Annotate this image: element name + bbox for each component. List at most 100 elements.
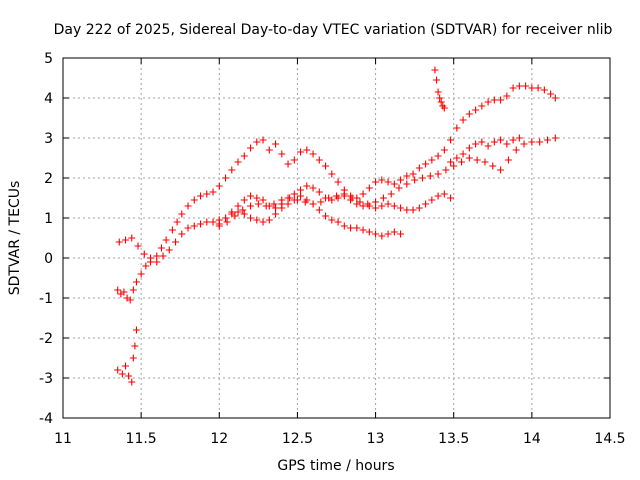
data-point (431, 66, 439, 74)
data-point (253, 194, 261, 202)
y-tick-label: 0 (44, 251, 53, 267)
data-point (489, 162, 497, 170)
data-point (543, 136, 551, 144)
data-point (387, 190, 395, 198)
data-point (262, 202, 270, 210)
data-point (397, 204, 405, 212)
data-points (114, 66, 559, 386)
data-point (172, 238, 180, 246)
data-point (234, 158, 242, 166)
data-point (409, 206, 417, 214)
data-point (134, 242, 142, 250)
y-tick-label: 2 (44, 171, 53, 187)
data-point (472, 106, 480, 114)
x-tick-label: 13 (367, 431, 385, 447)
data-point (303, 182, 311, 190)
data-point (153, 258, 161, 266)
data-point (173, 218, 181, 226)
data-point (234, 208, 242, 216)
data-point (259, 196, 267, 204)
data-point (447, 158, 455, 166)
data-point (411, 176, 419, 184)
data-point (253, 216, 261, 224)
data-point (384, 200, 392, 208)
data-point (129, 286, 137, 294)
data-point (440, 104, 448, 112)
data-point (453, 154, 461, 162)
data-point (372, 198, 380, 206)
x-tick-label: 13.5 (438, 431, 469, 447)
plot-frame (62, 57, 611, 419)
data-point (265, 216, 273, 224)
data-point (297, 148, 305, 156)
data-point (132, 326, 140, 334)
data-point (453, 124, 461, 132)
data-point (515, 82, 523, 90)
data-point (223, 218, 231, 226)
data-point (222, 174, 230, 182)
data-point (434, 88, 442, 96)
data-point (157, 244, 165, 252)
data-point (522, 82, 530, 90)
x-tick-label: 12 (210, 431, 228, 447)
data-point (137, 270, 145, 278)
data-point (215, 182, 223, 190)
data-point (437, 98, 445, 106)
data-point (247, 202, 255, 210)
data-point (459, 150, 467, 158)
series-track-f (431, 66, 448, 112)
data-point (472, 140, 480, 148)
data-point (428, 196, 436, 204)
data-point (334, 178, 342, 186)
x-tick-labels: 11 11.5 12 12.5 13 13.5 14 14.5 (54, 431, 626, 447)
y-tick-label: 3 (44, 131, 53, 147)
data-point (442, 166, 450, 174)
data-point (228, 166, 236, 174)
data-point (403, 180, 411, 188)
series-track-b (114, 82, 559, 304)
data-point (528, 84, 536, 92)
data-point (190, 196, 198, 204)
x-tick-label: 11 (54, 431, 72, 447)
data-point (190, 222, 198, 230)
y-tick-label: -4 (39, 411, 53, 427)
y-tick-label: 5 (44, 51, 53, 67)
data-point (114, 366, 122, 374)
data-point (415, 204, 423, 212)
data-point (359, 226, 367, 234)
data-point (397, 176, 405, 184)
data-point (254, 200, 262, 208)
data-point (297, 192, 305, 200)
data-point (209, 218, 217, 226)
data-point (228, 208, 236, 216)
data-point (272, 210, 280, 218)
data-point (118, 370, 126, 378)
data-point (290, 156, 298, 164)
axis-ticks (62, 57, 611, 419)
data-point (247, 214, 255, 222)
data-point (240, 196, 248, 204)
y-tick-label: -3 (39, 371, 53, 387)
data-point (126, 296, 134, 304)
data-point (209, 188, 217, 196)
grid-lines (63, 58, 610, 418)
data-point (551, 94, 559, 102)
data-point (340, 222, 348, 230)
data-point (434, 170, 442, 178)
data-point (378, 232, 386, 240)
data-point (284, 200, 292, 208)
data-point (309, 184, 317, 192)
data-point (234, 202, 242, 210)
data-point (418, 174, 426, 182)
data-point (379, 194, 387, 202)
y-axis-label: SDTVAR / TECUs (7, 181, 23, 296)
data-point (478, 138, 486, 146)
y-tick-labels: -4 -3 -2 -1 0 1 2 3 4 5 (39, 51, 53, 427)
data-point (153, 252, 161, 260)
data-point (372, 230, 380, 238)
data-point (465, 110, 473, 118)
data-point (365, 184, 373, 192)
data-point (240, 210, 248, 218)
data-point (490, 138, 498, 146)
data-point (459, 116, 467, 124)
